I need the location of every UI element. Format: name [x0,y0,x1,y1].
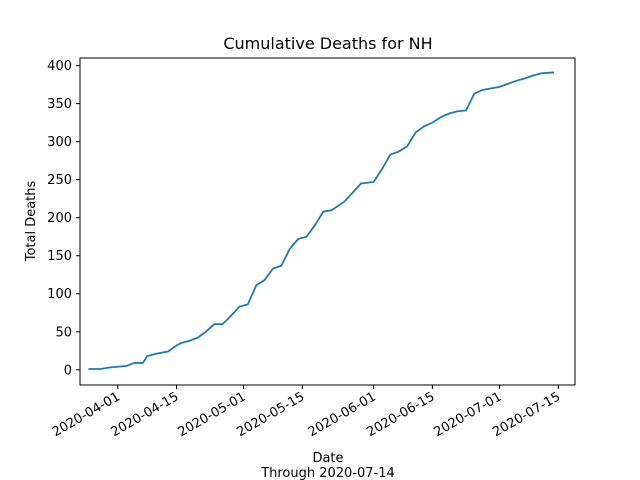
y-axis-ticks: 0 50 100 150 200 250 300 350 400 [47,59,80,378]
y-tick-label: 250 [47,173,72,188]
x-axis-ticks: 2020-04-012020-04-152020-05-012020-05-15… [50,385,563,440]
x-axis-sublabel: Through 2020-07-14 [260,466,395,480]
y-tick-label: 350 [47,97,72,112]
chart-title: Cumulative Deaths for NH [223,34,432,53]
x-axis-label: Date [312,451,343,466]
y-tick-label: 200 [47,211,72,226]
y-tick-label: 50 [55,325,72,340]
y-tick-label: 150 [47,249,72,264]
y-tick-label: 0 [64,363,72,378]
series-line-total-deaths [88,71,555,370]
y-tick-label: 400 [47,59,72,74]
y-axis-label: Total Deaths [24,180,39,262]
axes-frame [79,57,576,386]
y-tick-label: 100 [47,287,72,302]
y-tick-label: 300 [47,135,72,150]
